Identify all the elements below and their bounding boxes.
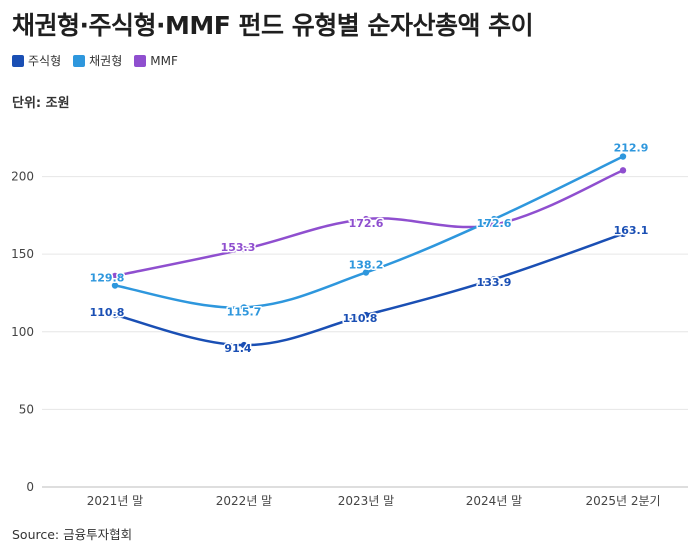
data-label-1-2: 138.2 xyxy=(349,258,384,271)
legend-label-bond: 채권형 xyxy=(89,54,123,68)
legend-swatch-stock xyxy=(12,54,24,67)
data-point-1-2 xyxy=(362,269,370,276)
data-point-2-2 xyxy=(362,215,370,223)
data-point-0-4 xyxy=(619,230,627,238)
x-tick-label-4: 2025년 2분기 xyxy=(585,494,660,508)
data-point-1-4 xyxy=(619,153,627,160)
series-line-0 xyxy=(113,232,625,347)
series-line-1 xyxy=(113,155,625,309)
y-tick-label-100: 100 xyxy=(11,325,34,339)
y-tick-label-150: 150 xyxy=(11,247,34,261)
data-label-0-0: 110.8 xyxy=(90,306,125,319)
data-point-2-4 xyxy=(619,167,627,174)
legend-item-stock: 주식형 xyxy=(12,52,61,69)
data-point-2-0 xyxy=(111,272,119,280)
data-point-1-0 xyxy=(111,282,119,289)
y-tick-label-200: 200 xyxy=(11,170,34,184)
data-label-2-1: 153.3 xyxy=(221,241,256,254)
data-point-0-3 xyxy=(490,275,498,283)
data-point-2-3 xyxy=(490,221,498,228)
legend-swatch-mmf xyxy=(134,54,147,67)
legend: 주식형 채권형 MMF xyxy=(12,52,178,69)
data-label-1-0: 129.8 xyxy=(90,272,125,285)
legend-label-stock: 주식형 xyxy=(28,54,62,68)
chart-title: 채권형·주식형·MMF 펀드 유형별 순자산총액 추이 xyxy=(12,11,534,40)
data-point-0-1 xyxy=(240,341,248,349)
y-tick-label-0: 0 xyxy=(26,480,34,494)
source-note: Source: 금융투자협회 xyxy=(12,527,133,542)
data-point-0-2 xyxy=(362,311,370,319)
data-point-1-3 xyxy=(490,215,498,223)
legend-label-mmf: MMF xyxy=(150,53,178,68)
data-label-1-1: 115.7 xyxy=(227,305,262,318)
data-label-2-2: 172.6 xyxy=(349,217,384,230)
data-point-1-1 xyxy=(240,304,248,311)
unit-label: 단위: 조원 xyxy=(12,96,70,111)
data-label-0-4: 163.1 xyxy=(614,224,649,237)
legend-swatch-bond xyxy=(73,54,86,67)
data-label-0-2: 110.8 xyxy=(343,312,378,325)
data-label-0-1: 91.4 xyxy=(224,342,251,355)
legend-item-mmf: MMF xyxy=(134,52,178,69)
x-tick-label-2: 2023년 말 xyxy=(338,494,394,508)
data-label-1-4: 212.9 xyxy=(614,142,649,155)
data-label-0-3: 133.9 xyxy=(477,276,512,289)
x-tick-label-1: 2022년 말 xyxy=(216,494,272,508)
data-point-2-1 xyxy=(240,245,248,253)
y-tick-label-50: 50 xyxy=(19,402,34,416)
legend-item-bond: 채권형 xyxy=(73,52,122,69)
data-point-0-0 xyxy=(111,311,119,319)
x-tick-label-0: 2021년 말 xyxy=(87,494,143,508)
x-tick-label-3: 2024년 말 xyxy=(466,494,522,508)
data-label-1-3: 172.6 xyxy=(477,217,512,230)
